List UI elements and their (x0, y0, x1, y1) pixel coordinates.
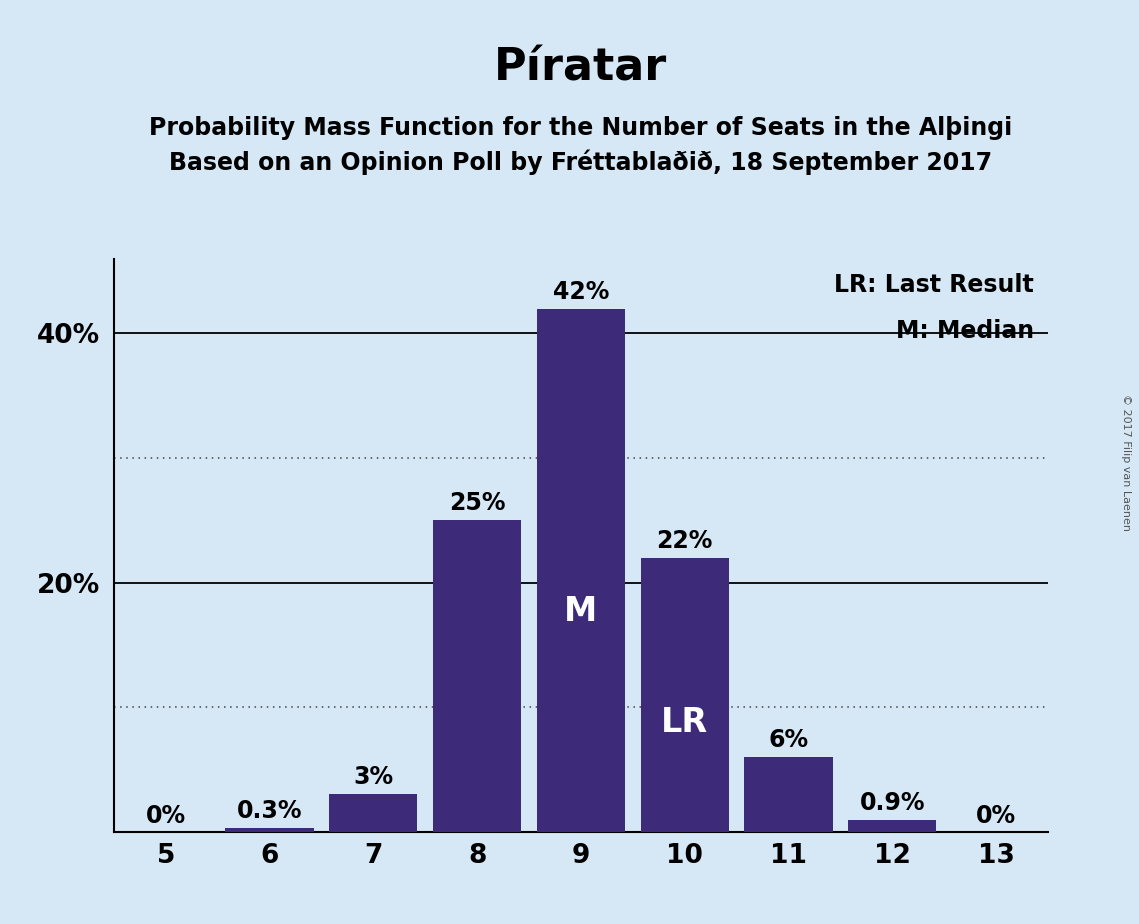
Text: Probability Mass Function for the Number of Seats in the Alþingi: Probability Mass Function for the Number… (149, 116, 1013, 140)
Bar (640, 557, 729, 832)
Text: LR: Last Result: LR: Last Result (834, 274, 1034, 297)
Text: 3%: 3% (353, 765, 393, 789)
Text: 22%: 22% (656, 529, 713, 553)
Text: M: Median: M: Median (895, 319, 1034, 343)
Text: 0.9%: 0.9% (860, 792, 925, 815)
Bar (329, 795, 418, 832)
Text: 6%: 6% (769, 728, 809, 752)
Text: Píratar: Píratar (494, 46, 667, 90)
Bar (226, 828, 313, 832)
Text: 25%: 25% (449, 492, 506, 516)
Text: LR: LR (661, 706, 708, 738)
Text: 0%: 0% (976, 804, 1016, 828)
Text: 0.3%: 0.3% (237, 799, 302, 823)
Bar (745, 757, 833, 832)
Text: 42%: 42% (552, 280, 609, 304)
Text: © 2017 Filip van Laenen: © 2017 Filip van Laenen (1121, 394, 1131, 530)
Bar (433, 520, 522, 832)
Text: 0%: 0% (146, 804, 186, 828)
Text: Based on an Opinion Poll by Fréttablaðið, 18 September 2017: Based on an Opinion Poll by Fréttablaðið… (170, 150, 992, 176)
Bar (849, 821, 936, 832)
Bar (536, 309, 625, 832)
Text: M: M (564, 595, 598, 628)
